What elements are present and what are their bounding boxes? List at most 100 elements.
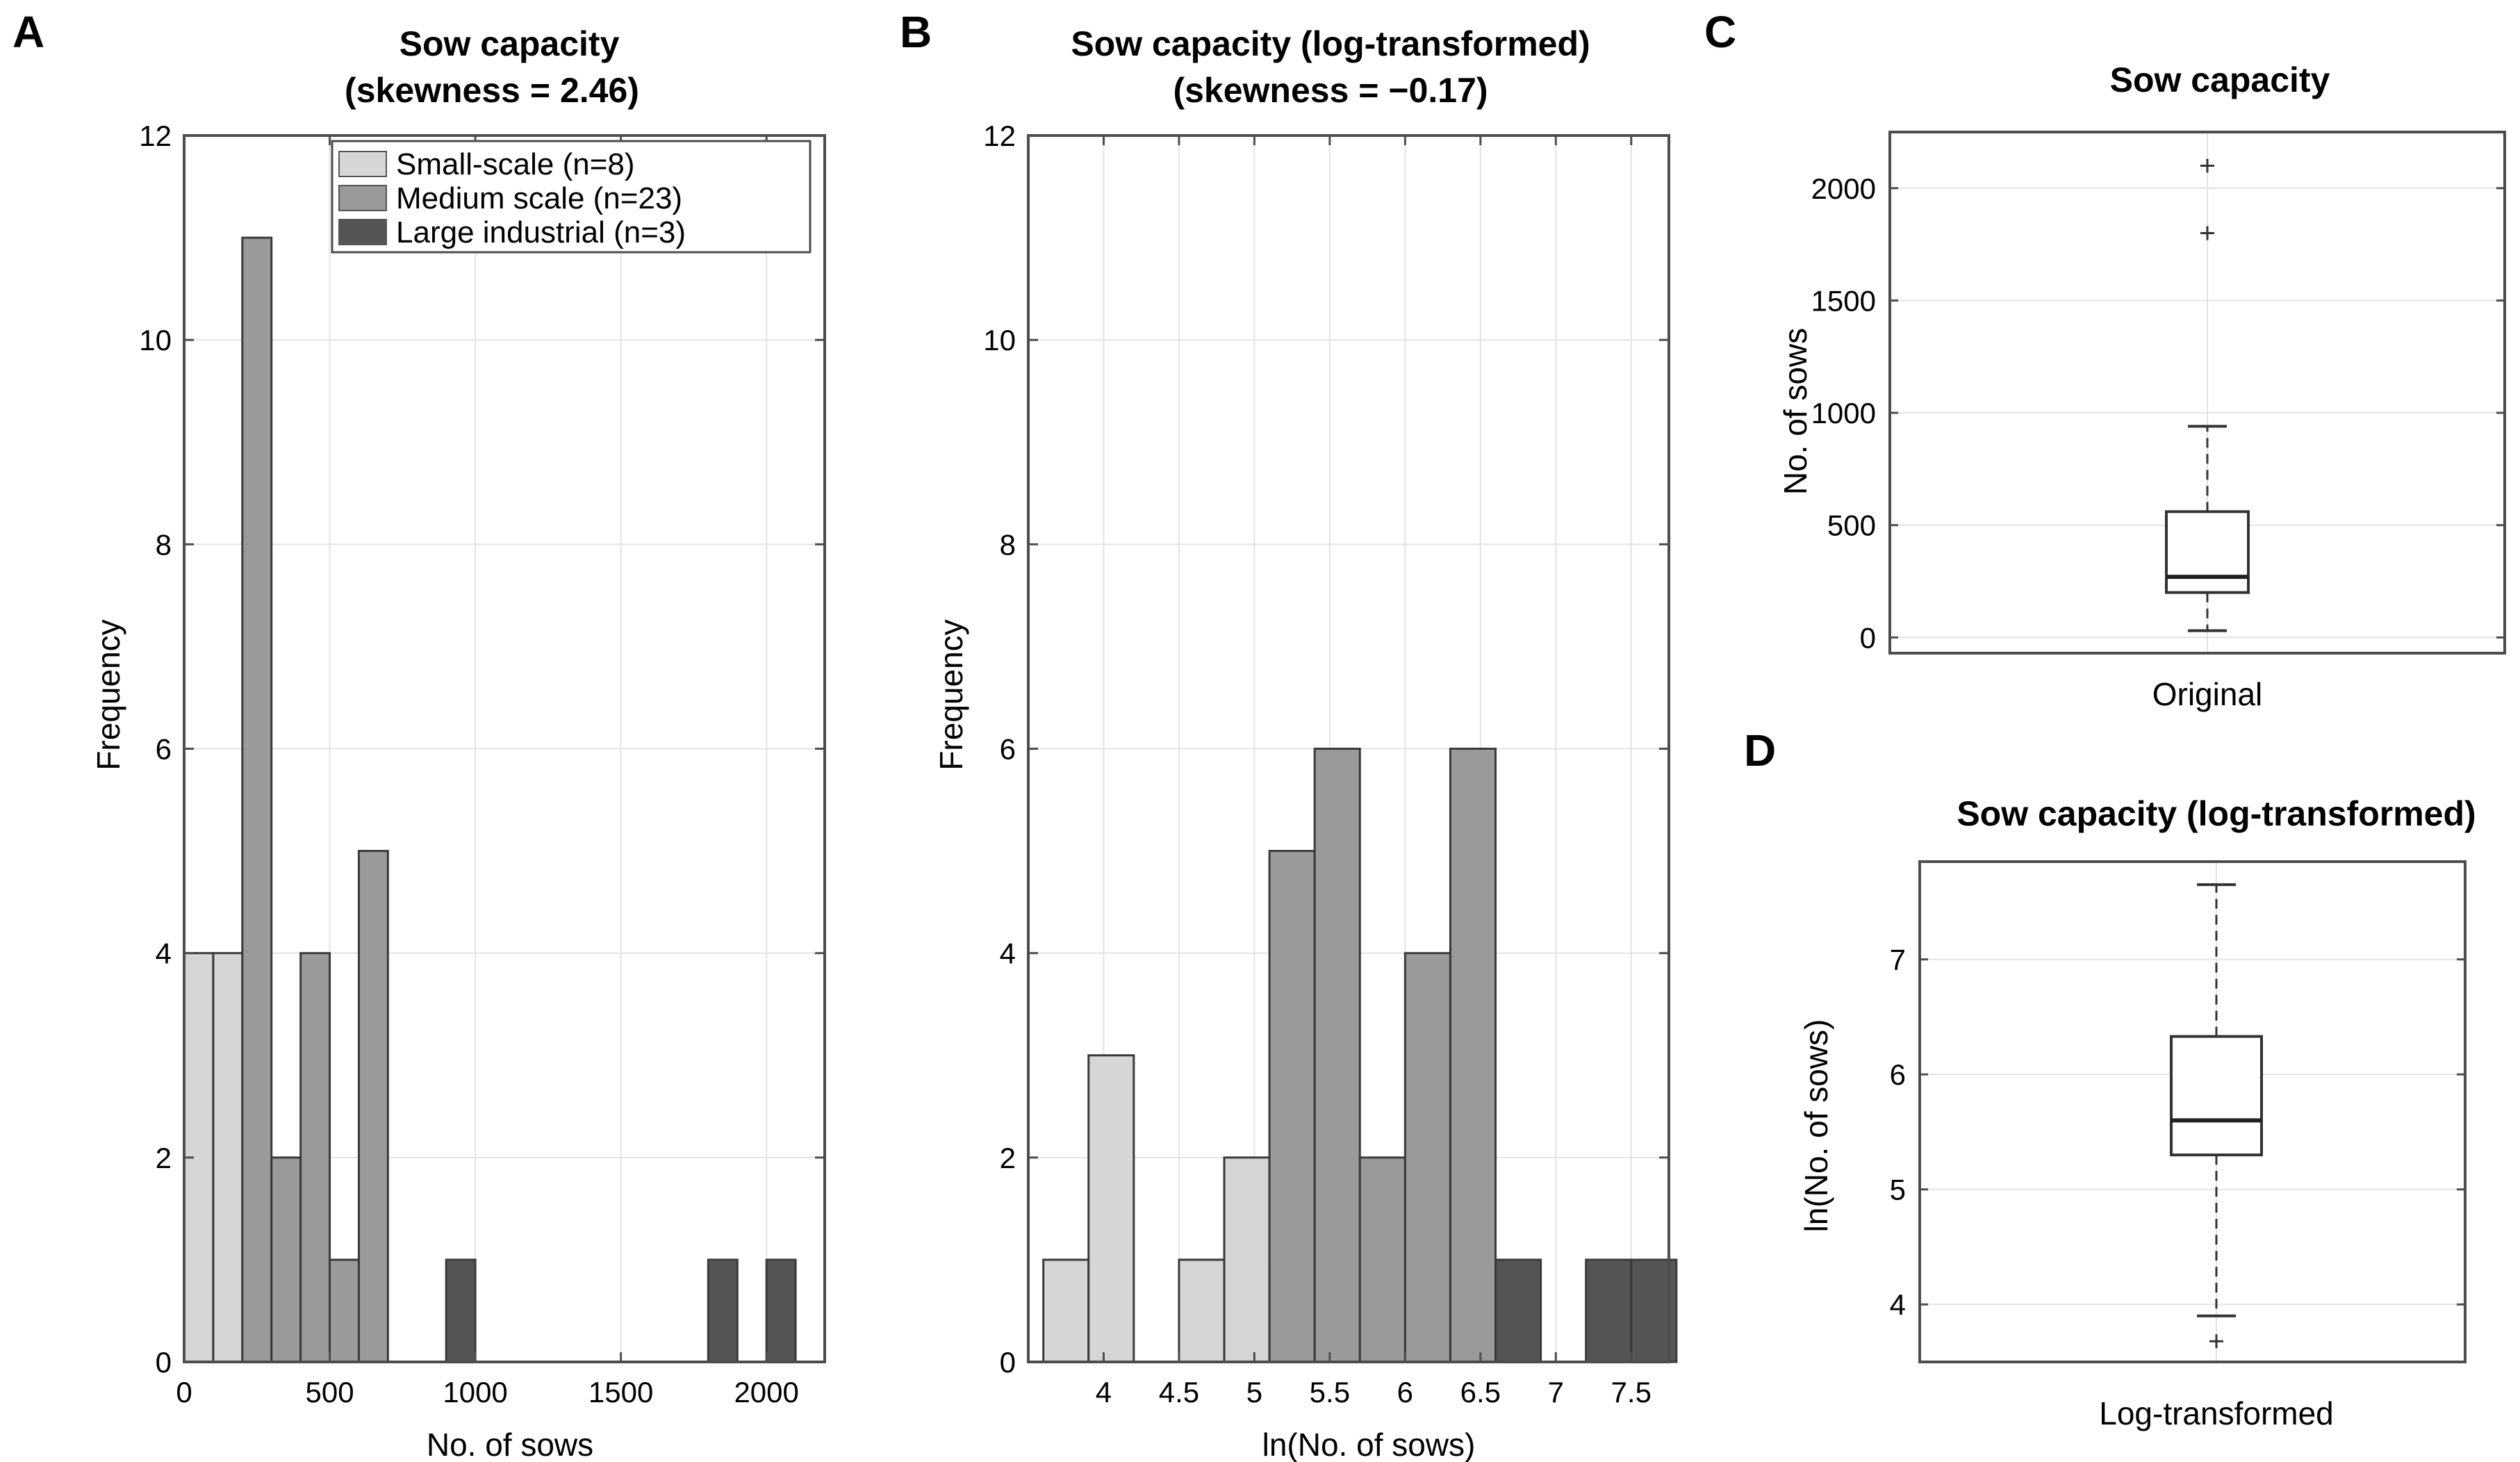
y-tick-label: 6 (1890, 1058, 1906, 1091)
panel-b-ticks: 4 4.5 5 5.5 6 6.5 7 7.5 0 2 4 6 8 10 12 (983, 120, 1669, 1408)
y-tick-label: 12 (139, 120, 172, 152)
legend-label-large-industrial: Large industrial (n=3) (396, 215, 686, 249)
y-tick-label: 2 (156, 1142, 172, 1174)
panel-letter-d: D (1744, 725, 1776, 775)
x-tick-label: 5 (1246, 1376, 1262, 1408)
histogram-panel-b: Sow capacity (log-transformed) (skewness… (933, 24, 1678, 1462)
y-tick-label: 0 (156, 1346, 172, 1379)
boxplot-panel-c: Sow capacity 0 500 1000 1500 2000 Original N… (1777, 60, 2506, 712)
panel-c-axes-box (1888, 131, 2506, 655)
x-tick-label: 2000 (734, 1376, 798, 1408)
panel-a-y-axis-label: Frequency (90, 619, 126, 770)
panel-b-bars (1042, 748, 1678, 1363)
y-tick-label: 4 (1000, 937, 1016, 970)
y-tick-label: 0 (1860, 621, 1876, 654)
x-tick-label: 500 (306, 1376, 354, 1408)
histogram-bar-medium-scale (329, 1258, 360, 1363)
panel-d-axes-box (1918, 860, 2467, 1363)
y-tick-label: 4 (156, 937, 172, 970)
interquartile-box (2170, 1035, 2263, 1157)
histogram-bar-medium-scale (1268, 850, 1316, 1363)
histogram-panel-a: Sow capacity (skewness = 2.46) 0 500 1000 1… (90, 24, 826, 1462)
y-tick-label: 6 (1000, 733, 1016, 766)
y-tick-label: 8 (1000, 528, 1016, 561)
histogram-bar-small-scale (1223, 1156, 1271, 1363)
y-tick-label: 12 (983, 120, 1016, 152)
histogram-bar-medium-scale (1313, 748, 1361, 1363)
histogram-bar-medium-scale (357, 850, 389, 1363)
histogram-bar-small-scale (1042, 1258, 1090, 1363)
x-tick-label: 4 (1096, 1376, 1112, 1408)
legend-label-small-scale: Small-scale (n=8) (396, 147, 635, 181)
x-tick-label: 1000 (443, 1376, 507, 1408)
histogram-bar-medium-scale (299, 952, 331, 1363)
panel-c-ticks: 0 500 1000 1500 2000 (1811, 172, 2505, 654)
panel-d-x-axis-label: Log-transformed (2099, 1395, 2334, 1431)
boxplot-panel-d: Sow capacity (log-transformed) 4 5 6 7 Log-… (1798, 794, 2476, 1431)
interquartile-box (2165, 510, 2250, 594)
panel-d-y-axis-label: ln(No. of sows) (1798, 1019, 1834, 1233)
x-tick-label: 1500 (588, 1376, 653, 1408)
panel-c-y-axis-label: No. of sows (1777, 328, 1813, 495)
y-tick-label: 8 (156, 528, 172, 561)
histogram-bar-large-industrial (445, 1258, 477, 1363)
histogram-bar-medium-scale (241, 236, 273, 1363)
panel-c-grid (1890, 132, 2505, 653)
panel-a-legend: Small-scale (n=8) Medium scale (n=23) La… (331, 140, 812, 254)
y-tick-label: 1000 (1811, 397, 1876, 429)
histogram-bar-medium-scale (1449, 748, 1497, 1363)
panel-b-y-axis-label: Frequency (933, 619, 969, 770)
y-tick-label: 2 (1000, 1142, 1016, 1174)
panel-b-subtitle: (skewness = −0.17) (1173, 71, 1488, 110)
panel-letter-c: C (1704, 7, 1736, 57)
y-tick-label: 7 (1890, 944, 1906, 976)
legend-swatch-large-industrial (338, 219, 387, 245)
panel-d-grid (1920, 862, 2465, 1362)
y-tick-label: 1500 (1811, 284, 1876, 317)
panel-a-subtitle: (skewness = 2.46) (345, 71, 639, 110)
legend-swatch-small-scale (338, 151, 387, 177)
x-tick-label: 4.5 (1159, 1376, 1199, 1408)
x-tick-label: 5.5 (1310, 1376, 1350, 1408)
panel-a-ticks: 0 500 1000 1500 2000 0 2 4 6 8 10 12 (139, 120, 825, 1408)
panel-letter-b: B (900, 7, 932, 57)
y-tick-label: 6 (156, 733, 172, 766)
y-tick-label: 10 (139, 324, 172, 356)
panel-d-title: Sow capacity (log-transformed) (1957, 794, 2476, 833)
panel-d-ticks: 4 5 6 7 (1890, 944, 2465, 1321)
histogram-bar-small-scale (212, 952, 244, 1363)
y-tick-label: 10 (983, 324, 1016, 356)
histogram-bar-medium-scale (270, 1156, 302, 1363)
histogram-bar-large-industrial (707, 1258, 739, 1363)
legend-label-medium-scale: Medium scale (n=23) (396, 181, 682, 215)
histogram-bar-large-industrial (765, 1258, 797, 1363)
x-tick-label: 6.5 (1460, 1376, 1501, 1408)
panel-a-title: Sow capacity (400, 24, 620, 63)
panel-a-bars (183, 236, 797, 1363)
panel-c-title: Sow capacity (2110, 60, 2330, 99)
histogram-bar-small-scale (1178, 1258, 1226, 1363)
x-tick-label: 6 (1397, 1376, 1413, 1408)
x-tick-label: 7 (1548, 1376, 1564, 1408)
panel-a-x-axis-label: No. of sows (427, 1427, 593, 1462)
x-tick-label: 0 (176, 1376, 192, 1408)
y-tick-label: 2000 (1811, 172, 1876, 205)
y-tick-label: 5 (1890, 1174, 1906, 1206)
panel-c-box (2165, 158, 2250, 632)
histogram-bar-small-scale (1087, 1054, 1135, 1363)
y-tick-label: 4 (1890, 1288, 1906, 1321)
legend-box (331, 140, 812, 254)
panel-b-x-axis-label: ln(No. of sows) (1262, 1427, 1476, 1462)
panel-c-x-axis-label: Original (2152, 676, 2263, 712)
x-tick-label: 7.5 (1611, 1376, 1652, 1408)
y-tick-label: 500 (1827, 509, 1876, 542)
histogram-bar-large-industrial (1494, 1258, 1542, 1363)
panel-b-title: Sow capacity (log-transformed) (1071, 24, 1590, 63)
panel-d-box (2170, 883, 2263, 1349)
histogram-bar-large-industrial (1585, 1258, 1633, 1363)
histogram-bar-medium-scale (1358, 1156, 1406, 1363)
y-tick-label: 0 (1000, 1346, 1016, 1379)
panel-letter-a: A (13, 7, 44, 57)
legend-swatch-medium-scale (338, 185, 387, 211)
